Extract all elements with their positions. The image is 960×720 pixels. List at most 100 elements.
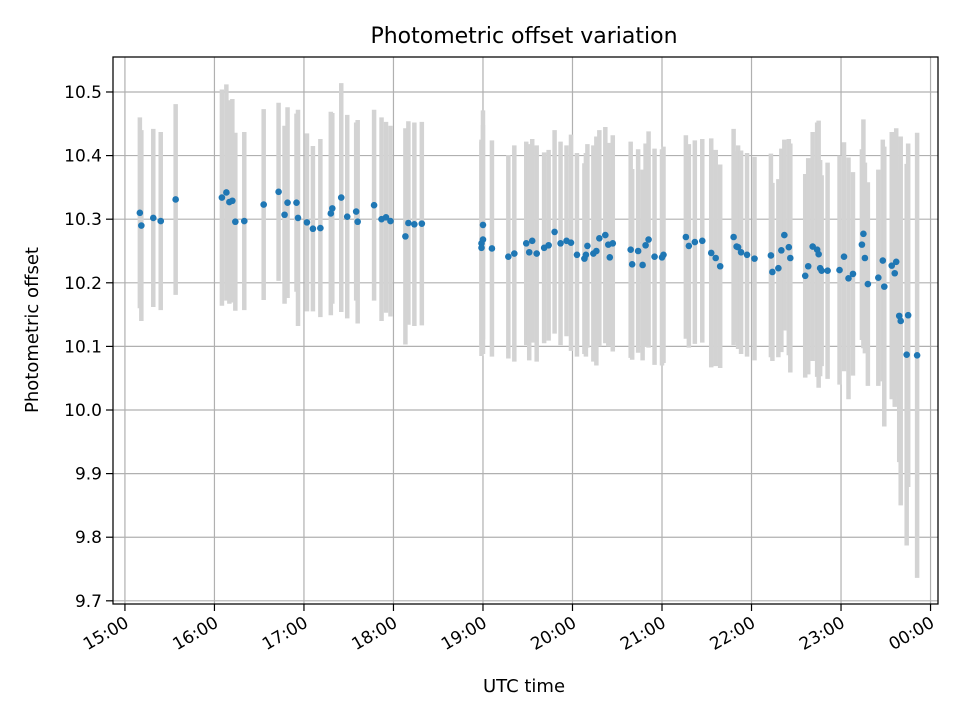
- data-point: [751, 255, 758, 262]
- x-axis-ticks: 15:00 16:00 17:00 18:00 19:00 20:00 21:00 22:00…: [80, 604, 938, 655]
- x-tick-label: 00:00: [886, 613, 938, 655]
- data-point: [707, 249, 715, 257]
- data-point: [824, 267, 831, 275]
- y-tick-label: 9.7: [75, 592, 102, 612]
- data-point: [778, 247, 785, 254]
- data-point: [479, 236, 487, 243]
- data-point: [240, 217, 248, 225]
- data-point: [879, 257, 887, 264]
- data-point: [525, 248, 533, 256]
- data-point: [294, 214, 302, 222]
- y-tick-label: 10.2: [64, 274, 102, 294]
- data-point: [767, 252, 775, 259]
- data-point: [639, 261, 646, 269]
- data-point: [584, 242, 591, 250]
- x-axis-label: UTC time: [483, 676, 565, 697]
- data-point: [172, 196, 179, 203]
- data-point: [229, 197, 236, 205]
- data-point: [804, 262, 812, 270]
- data-point: [609, 240, 617, 247]
- y-tick-label: 10.1: [64, 337, 102, 357]
- y-tick-label: 9.8: [75, 528, 102, 548]
- data-point: [596, 234, 603, 242]
- data-point: [691, 238, 699, 246]
- data-point: [892, 258, 900, 266]
- data-point: [781, 231, 788, 239]
- data-point: [840, 253, 848, 261]
- y-tick-label: 10.0: [64, 401, 102, 421]
- data-point: [815, 250, 822, 258]
- data-point: [281, 211, 288, 219]
- chart-title: Photometric offset variation: [370, 24, 677, 49]
- data-point: [223, 189, 230, 196]
- data-point: [411, 220, 418, 228]
- data-point: [488, 245, 496, 252]
- data-point: [685, 242, 693, 250]
- data-point: [260, 201, 267, 208]
- data-point: [651, 253, 658, 261]
- data-point: [628, 261, 636, 268]
- data-point: [801, 272, 809, 280]
- data-point: [293, 199, 300, 206]
- data-point: [136, 209, 144, 217]
- data-point: [479, 221, 487, 229]
- data-point: [557, 240, 564, 247]
- data-point: [785, 243, 793, 251]
- data-point: [891, 269, 899, 277]
- data-point: [533, 250, 540, 257]
- data-point: [402, 233, 409, 240]
- data-point: [551, 228, 558, 236]
- data-point: [157, 217, 165, 225]
- data-point: [149, 214, 157, 222]
- data-point: [849, 270, 857, 278]
- x-tick-label: 19:00: [438, 613, 490, 655]
- data-point: [317, 224, 324, 232]
- data-point: [903, 351, 910, 358]
- data-point: [864, 280, 872, 288]
- data-point: [845, 275, 852, 282]
- data-point: [642, 241, 649, 249]
- data-point: [602, 231, 609, 239]
- y-axis-ticks: 9.7 9.8 9.9 10.0 10.1 10.2 10.3 10.4 10.5: [64, 83, 113, 612]
- data-point: [511, 250, 518, 257]
- data-point: [734, 243, 742, 251]
- data-points: [136, 188, 921, 359]
- y-tick-label: 10.5: [64, 83, 102, 103]
- data-point: [545, 241, 552, 249]
- data-point: [818, 267, 825, 275]
- x-tick-label: 23:00: [796, 613, 848, 655]
- data-point: [836, 266, 843, 274]
- data-point: [904, 311, 912, 319]
- y-tick-label: 10.4: [64, 147, 102, 167]
- x-tick-label: 21:00: [617, 613, 669, 655]
- data-point: [627, 246, 634, 254]
- data-point: [354, 218, 361, 226]
- data-point: [716, 262, 724, 270]
- x-tick-label: 22:00: [707, 613, 759, 655]
- data-point: [232, 218, 239, 226]
- data-point: [573, 251, 581, 259]
- data-point: [858, 241, 866, 248]
- data-point: [382, 213, 390, 221]
- data-point: [275, 188, 282, 196]
- data-point: [370, 201, 378, 209]
- data-point: [327, 210, 335, 217]
- data-point: [737, 248, 745, 256]
- data-point: [875, 274, 882, 282]
- data-point: [343, 213, 351, 220]
- plot-frame: [112, 56, 939, 605]
- x-tick-label: 17:00: [259, 613, 311, 655]
- data-point: [522, 240, 530, 247]
- data-point: [505, 253, 512, 261]
- data-point: [329, 205, 336, 212]
- data-point: [352, 208, 360, 215]
- y-tick-label: 9.9: [75, 465, 102, 485]
- data-point: [730, 233, 737, 241]
- data-point: [787, 254, 794, 262]
- data-point: [861, 254, 869, 262]
- data-point: [418, 220, 426, 227]
- data-point: [528, 237, 536, 245]
- y-tick-label: 10.3: [64, 210, 102, 230]
- data-point: [138, 222, 145, 229]
